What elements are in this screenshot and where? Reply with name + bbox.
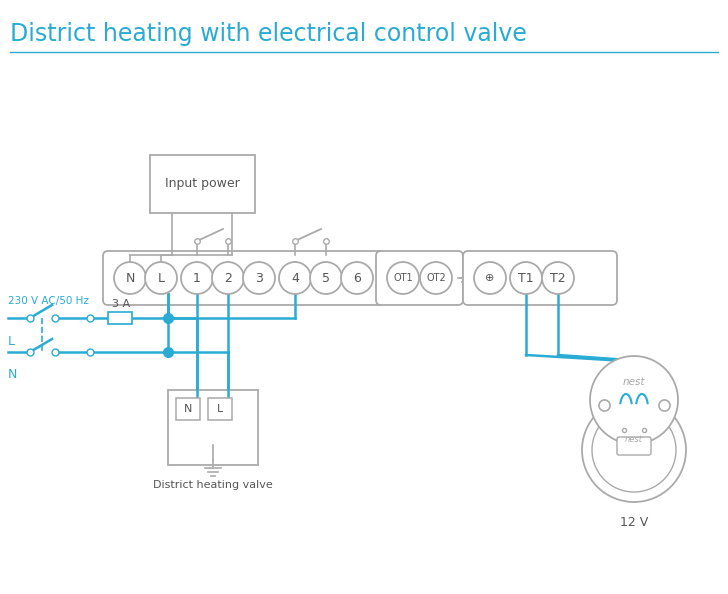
Text: 230 V AC/50 Hz: 230 V AC/50 Hz: [8, 296, 89, 306]
Text: N: N: [125, 271, 135, 285]
Circle shape: [114, 262, 146, 294]
Circle shape: [510, 262, 542, 294]
Circle shape: [243, 262, 275, 294]
Text: ⊕: ⊕: [486, 273, 495, 283]
FancyBboxPatch shape: [463, 251, 617, 305]
FancyBboxPatch shape: [376, 251, 463, 305]
FancyBboxPatch shape: [617, 437, 651, 455]
Text: T2: T2: [550, 271, 566, 285]
Bar: [208, 398, 232, 420]
Circle shape: [279, 262, 311, 294]
Text: 1: 1: [193, 271, 201, 285]
Text: 12 V: 12 V: [620, 516, 648, 529]
Bar: [176, 398, 200, 420]
Circle shape: [582, 398, 686, 502]
Text: L: L: [217, 404, 223, 414]
Circle shape: [387, 262, 419, 294]
Text: 5: 5: [322, 271, 330, 285]
Circle shape: [474, 262, 506, 294]
Circle shape: [590, 356, 678, 444]
Bar: [150, 155, 255, 213]
Text: 3: 3: [255, 271, 263, 285]
Text: L: L: [8, 335, 15, 348]
Text: 4: 4: [291, 271, 299, 285]
Circle shape: [542, 262, 574, 294]
Text: District heating with electrical control valve: District heating with electrical control…: [10, 22, 527, 46]
Text: Input power: Input power: [165, 178, 240, 191]
Text: L: L: [157, 271, 165, 285]
Text: District heating valve: District heating valve: [153, 480, 273, 490]
Text: 2: 2: [224, 271, 232, 285]
Text: 6: 6: [353, 271, 361, 285]
Text: 3 A: 3 A: [112, 299, 130, 309]
Circle shape: [145, 262, 177, 294]
Text: N: N: [183, 404, 192, 414]
Circle shape: [420, 262, 452, 294]
Text: N: N: [8, 368, 17, 381]
Bar: [108, 312, 132, 324]
Bar: [168, 390, 258, 465]
Text: T1: T1: [518, 271, 534, 285]
Circle shape: [181, 262, 213, 294]
Text: OT2: OT2: [426, 273, 446, 283]
Text: nest: nest: [622, 377, 645, 387]
Text: nest: nest: [625, 435, 643, 444]
Text: OT1: OT1: [393, 273, 413, 283]
Circle shape: [212, 262, 244, 294]
FancyBboxPatch shape: [103, 251, 384, 305]
Circle shape: [310, 262, 342, 294]
Circle shape: [341, 262, 373, 294]
Circle shape: [592, 408, 676, 492]
